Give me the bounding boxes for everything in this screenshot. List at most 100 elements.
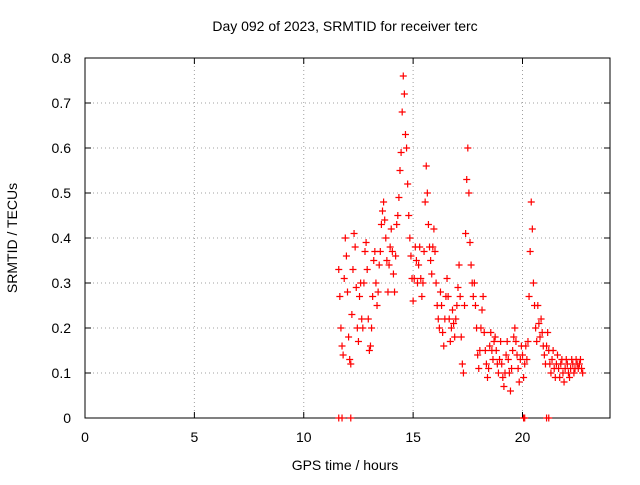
data-point [368, 324, 376, 332]
data-point [412, 257, 420, 264]
data-point [392, 252, 400, 260]
data-point [372, 279, 380, 287]
data-point [504, 356, 512, 363]
data-point [409, 297, 417, 305]
data-point [486, 342, 494, 350]
data-point [366, 342, 374, 350]
data-point [464, 144, 472, 152]
data-point [400, 90, 408, 98]
data-point [471, 302, 479, 309]
data-point [532, 324, 540, 332]
data-point [398, 108, 406, 116]
data-point [487, 329, 495, 336]
data-point [348, 311, 356, 318]
data-point [429, 243, 437, 251]
data-point [520, 374, 528, 381]
data-point [555, 365, 563, 372]
data-point [556, 374, 564, 381]
data-point [344, 288, 351, 296]
data-point [447, 324, 455, 332]
data-point [548, 356, 556, 363]
data-point [570, 369, 578, 377]
data-point [443, 275, 451, 282]
data-point [449, 306, 456, 314]
data-point [354, 338, 362, 345]
data-point [516, 356, 524, 363]
data-point [403, 144, 411, 152]
data-point [459, 369, 467, 377]
data-point [462, 230, 470, 237]
data-point [474, 351, 482, 359]
data-point [423, 189, 431, 197]
data-point [482, 360, 490, 368]
data-point [376, 248, 384, 255]
tick-layer: 0 0.1 0.2 0.3 0.4 0.5 0.6 0.7 0.8 0 5 10 15 20 [52, 50, 610, 445]
data-point [521, 360, 529, 368]
data-point [337, 324, 345, 332]
data-point [522, 342, 530, 350]
data-point [515, 378, 523, 386]
data-point [527, 198, 535, 206]
data-point [382, 234, 390, 242]
data-point [446, 338, 454, 345]
data-point [365, 347, 373, 354]
data-point [466, 239, 474, 246]
data-point [575, 360, 583, 368]
data-point [415, 261, 423, 269]
data-point [417, 275, 425, 282]
data-point [349, 266, 357, 273]
data-point [529, 279, 537, 287]
data-point [475, 365, 483, 372]
data-point [436, 288, 444, 296]
data-point [338, 342, 346, 350]
data-point [484, 374, 491, 381]
data-point [454, 284, 462, 291]
data-point [364, 315, 372, 323]
data-point [510, 333, 518, 341]
data-point [383, 257, 391, 264]
data-point [363, 266, 371, 273]
data-point [470, 279, 478, 287]
data-point [359, 324, 367, 332]
data-point [445, 315, 453, 323]
data-point [410, 275, 418, 282]
data-point [347, 414, 355, 422]
data-point [524, 338, 532, 345]
y-tick-label: 0.6 [52, 140, 72, 156]
chart-title: Day 092 of 2023, SRMTID for receiver ter… [212, 18, 477, 34]
data-point [399, 72, 407, 80]
data-point [452, 315, 460, 323]
data-point [335, 266, 343, 273]
data-point [494, 369, 502, 377]
data-point [361, 248, 369, 255]
data-point [404, 180, 412, 188]
data-point [421, 198, 429, 206]
data-point [576, 356, 584, 363]
data-point [420, 248, 428, 255]
data-point [534, 302, 542, 309]
data-point [377, 221, 385, 228]
data-point [360, 279, 368, 287]
data-point [375, 261, 383, 269]
data-point [523, 356, 531, 363]
data-point [439, 329, 447, 336]
data-point [485, 365, 493, 372]
data-point [416, 243, 424, 251]
data-point [418, 293, 426, 300]
data-point [526, 248, 534, 255]
data-point [356, 293, 364, 300]
y-tick-label: 0.2 [52, 320, 72, 336]
x-tick-label: 0 [81, 429, 89, 445]
data-point [491, 333, 499, 341]
data-point [362, 239, 370, 246]
data-point [341, 234, 349, 242]
data-point [579, 369, 587, 377]
data-point [503, 338, 511, 345]
data-point [461, 302, 469, 309]
data-point [422, 162, 430, 170]
data-point [379, 207, 386, 215]
data-point [543, 342, 551, 350]
data-point [352, 284, 360, 291]
data-point [385, 261, 393, 269]
